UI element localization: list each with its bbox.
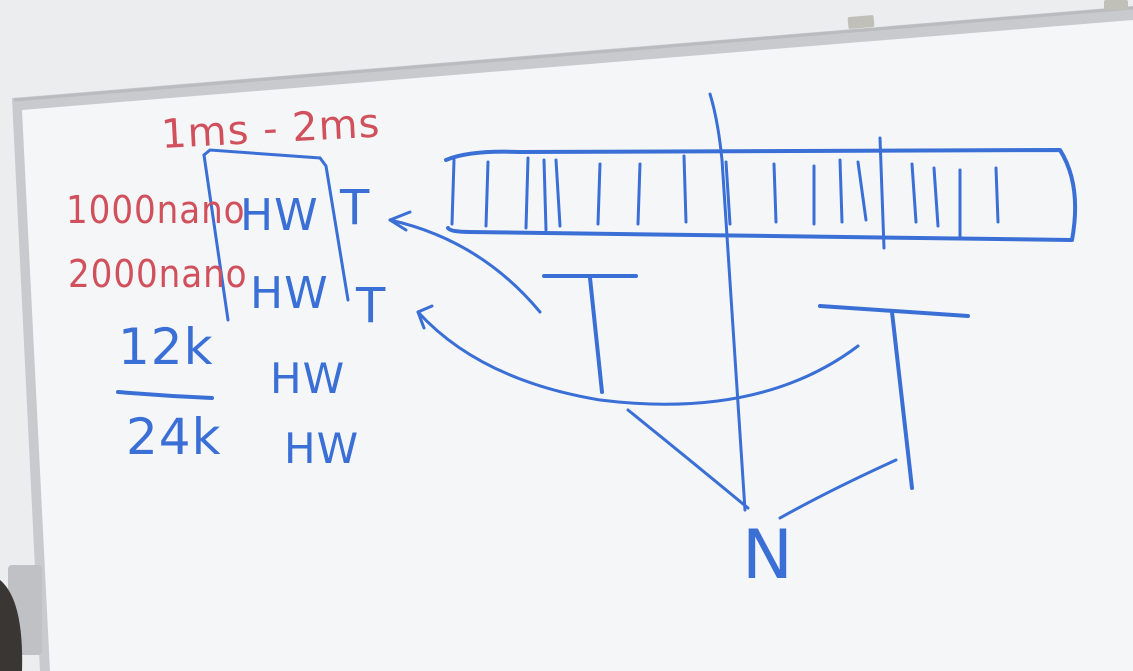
vertical-divider — [708, 92, 747, 512]
thread-label-2: T — [356, 278, 387, 334]
board-clip-right — [1104, 0, 1128, 10]
nano-label-2: 2000nano — [68, 252, 248, 296]
arrow-to-t1 — [388, 218, 542, 314]
fraction-bar — [116, 390, 214, 400]
board-clip — [847, 15, 875, 29]
person-shoulder — [0, 580, 23, 671]
hw-bracket-left — [202, 153, 230, 322]
hw-bracket — [202, 148, 350, 302]
hw-label-3: HW — [270, 354, 346, 403]
frame-top-edge — [13, 6, 1133, 102]
line-to-n-left — [626, 408, 750, 510]
diagram-t1-stem — [588, 276, 604, 394]
queue-rect — [444, 148, 1078, 242]
arrowhead-t2 — [416, 304, 434, 330]
hw-label-4: HW — [284, 424, 360, 473]
arrow-to-t2 — [416, 310, 860, 406]
whiteboard-surface — [22, 20, 1133, 671]
hw-label-2: HW — [250, 268, 329, 319]
arrowhead-t1 — [388, 210, 412, 232]
diagram-t2-stem — [890, 310, 914, 490]
line-to-n-right — [778, 458, 898, 520]
hw-label-1: HW — [240, 190, 319, 241]
thread-label-1: T — [340, 180, 371, 236]
fraction-denominator: 24k — [126, 408, 222, 466]
diagram-t2-bar — [818, 304, 970, 318]
fraction-numerator: 12k — [118, 318, 214, 376]
nano-label-1: 1000nano — [66, 188, 246, 232]
n-label: N — [742, 516, 794, 595]
queue-slots — [450, 136, 1000, 250]
